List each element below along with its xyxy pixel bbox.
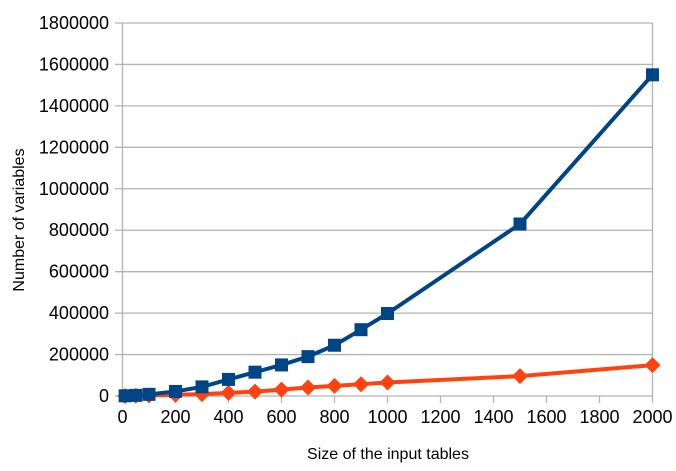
x-tick-label: 1600: [526, 407, 566, 427]
y-axis-title: Number of variables: [11, 148, 28, 292]
data-point-diamond-orange-diamonds: [644, 357, 661, 374]
data-point-square-blue-squares: [248, 365, 262, 379]
data-point-square-blue-squares: [195, 380, 209, 394]
data-point-diamond-orange-diamonds: [247, 383, 263, 400]
y-tick-label: 800000: [49, 220, 109, 240]
data-point-square-blue-squares: [129, 388, 143, 402]
x-tick-label: 200: [160, 407, 190, 427]
x-tick-label: 1200: [420, 407, 460, 427]
data-point-square-blue-squares: [646, 68, 659, 82]
x-tick-label: 2000: [632, 407, 672, 427]
x-tick-label: 0: [117, 407, 127, 427]
y-tick-label: 1600000: [39, 54, 109, 74]
y-tick-label: 200000: [49, 345, 109, 365]
data-point-diamond-orange-diamonds: [273, 381, 290, 398]
data-point-square-blue-squares: [513, 217, 527, 231]
data-point-square-blue-squares: [301, 350, 315, 364]
series-line-blue-squares: [125, 73, 654, 398]
x-axis-title: Size of the input tables: [307, 446, 469, 463]
y-tick-label: 400000: [49, 303, 109, 323]
data-point-square-blue-squares: [142, 387, 156, 401]
x-tick-label: 800: [319, 407, 349, 427]
data-point-square-blue-squares: [354, 323, 368, 337]
x-tick-label: 1400: [473, 407, 513, 427]
data-point-square-blue-squares: [169, 384, 182, 398]
x-tick-label: 1000: [367, 407, 407, 427]
data-point-square-blue-squares: [381, 307, 394, 321]
y-tick-label: 0: [99, 386, 109, 406]
x-tick-label: 1800: [579, 407, 619, 427]
data-point-square-blue-squares: [328, 338, 341, 352]
data-point-square-blue-squares: [275, 358, 288, 372]
data-point-diamond-orange-diamonds: [326, 377, 343, 394]
x-tick-label: 400: [213, 407, 243, 427]
y-tick-label: 600000: [49, 262, 109, 282]
y-tick-label: 1800000: [39, 13, 109, 33]
data-point-square-blue-squares: [118, 389, 132, 403]
data-point-square-blue-squares: [222, 372, 235, 386]
x-tick-label: 600: [266, 407, 296, 427]
data-point-diamond-orange-diamonds: [379, 374, 396, 391]
data-point-diamond-orange-diamonds: [353, 376, 369, 393]
y-tick-label: 1200000: [39, 137, 109, 157]
data-point-diamond-orange-diamonds: [512, 368, 528, 385]
data-point-diamond-orange-diamonds: [220, 384, 237, 401]
y-tick-label: 1400000: [39, 96, 109, 116]
y-tick-label: 1000000: [39, 179, 109, 199]
data-point-diamond-orange-diamonds: [300, 379, 316, 396]
